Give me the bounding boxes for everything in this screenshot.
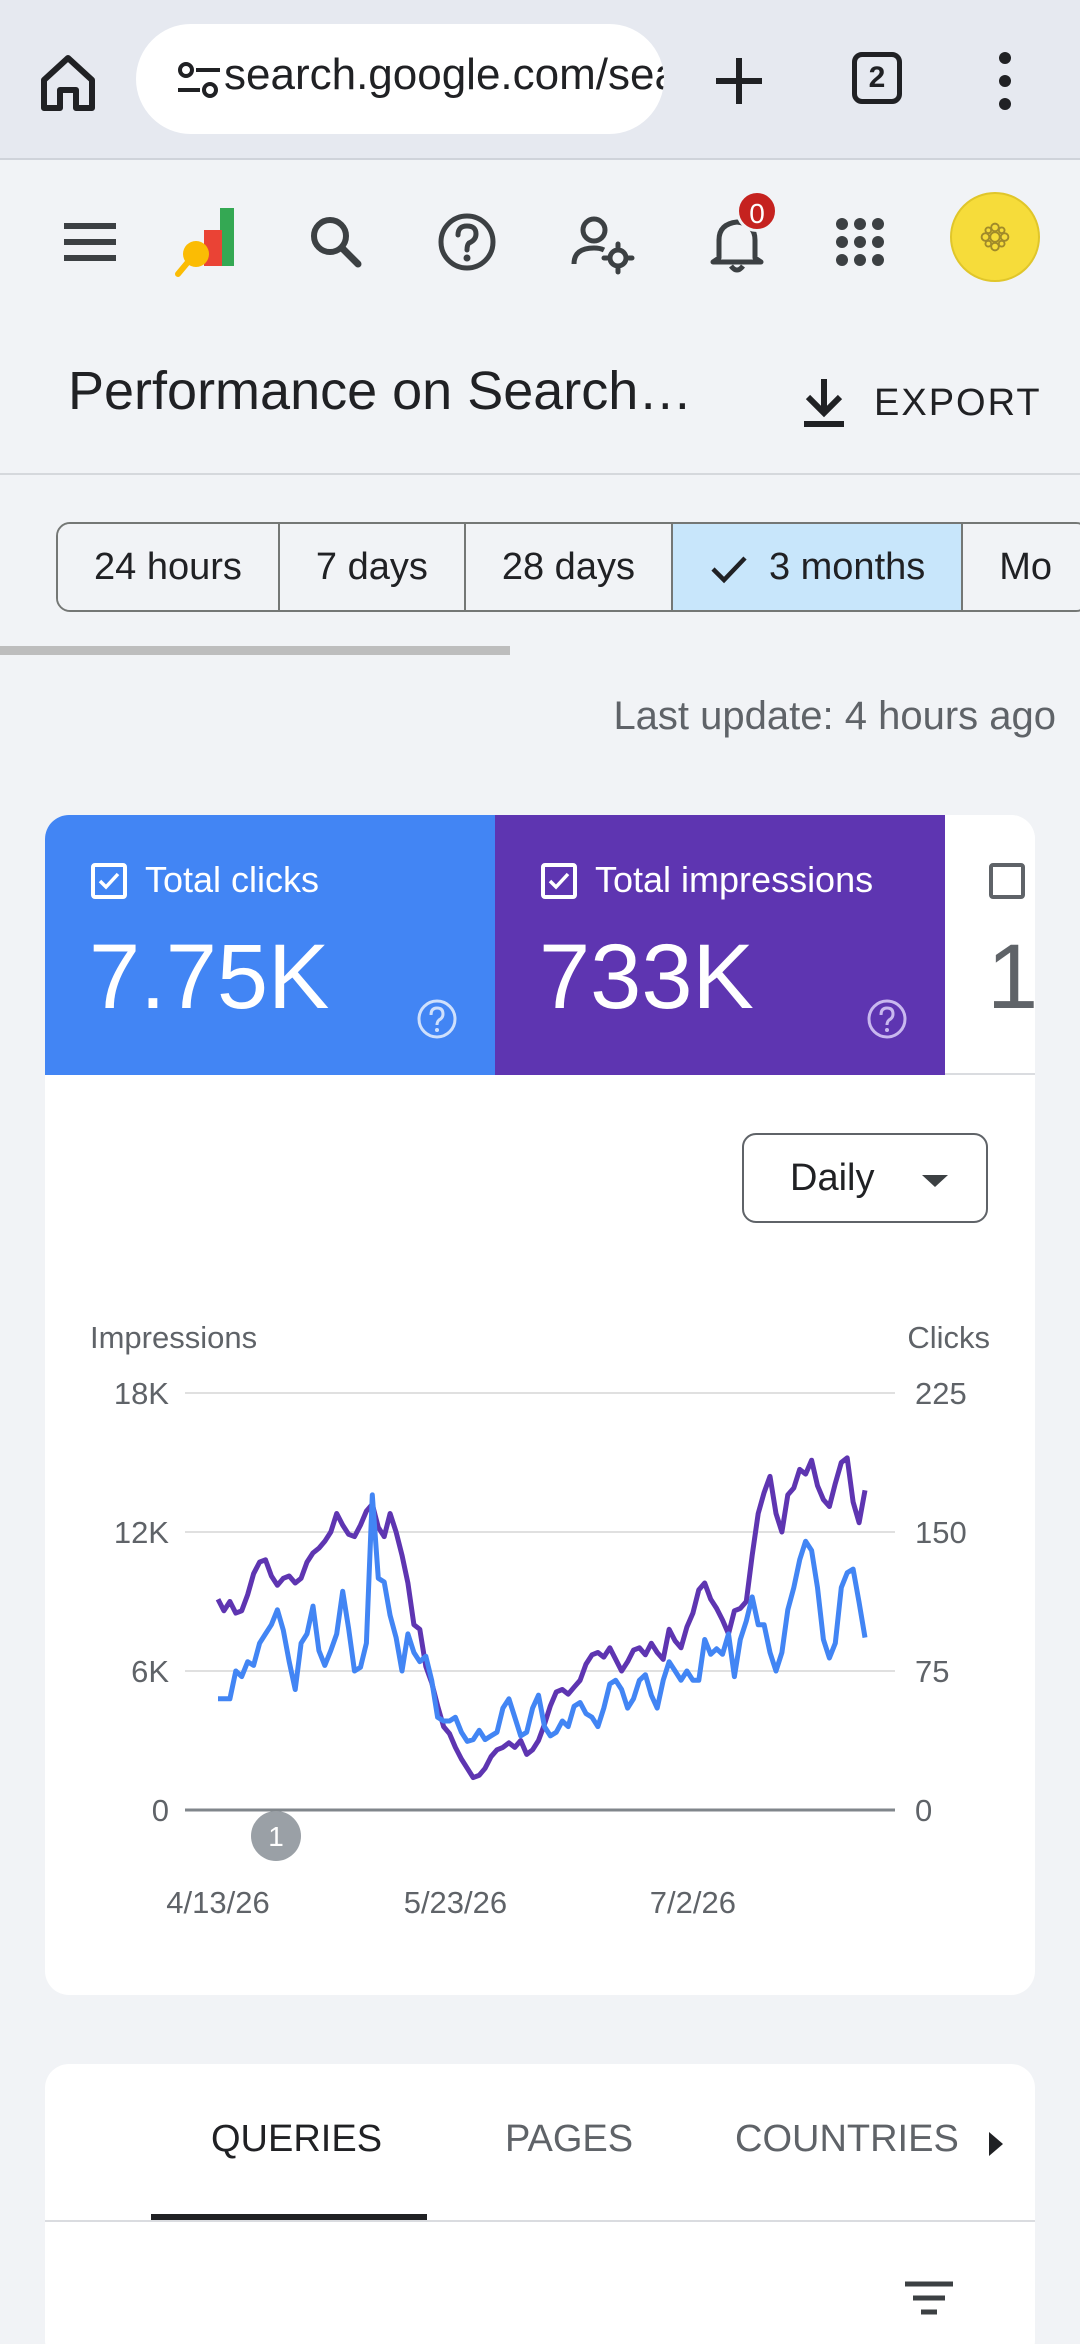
right-axis-label: Clicks <box>907 1320 990 1355</box>
range-chip-28-days[interactable]: 28 days <box>465 524 673 610</box>
date-range-chips: 24 hours 7 days 28 days 3 months Mo <box>56 522 1080 612</box>
dropdown-arrow-icon <box>922 1175 948 1187</box>
title-row: Performance on Search… EXPORT <box>0 330 1080 475</box>
address-bar[interactable]: search.google.com/search-console <box>136 24 664 134</box>
range-chip-3-months[interactable]: 3 months <box>672 524 964 610</box>
left-tick-label: 6K <box>131 1654 169 1689</box>
granularity-dropdown[interactable]: Daily <box>742 1133 988 1223</box>
more-vert-icon[interactable] <box>990 46 1020 116</box>
active-tab-indicator <box>151 2214 427 2220</box>
menu-icon[interactable] <box>54 206 126 278</box>
x-tick-label: 7/2/26 <box>650 1885 736 1920</box>
checkbox-check-icon <box>548 872 570 890</box>
annotation-marker-label: 1 <box>268 1821 284 1852</box>
left-axis-label: Impressions <box>90 1320 257 1355</box>
right-tick-label: 75 <box>915 1654 949 1689</box>
metric-value: 1 <box>987 926 1035 1028</box>
last-update-text: Last update: 4 hours ago <box>613 694 1056 738</box>
left-tick-label: 18K <box>114 1376 169 1411</box>
metric-value: 733K <box>539 926 754 1028</box>
metric-value: 7.75K <box>89 926 330 1028</box>
help-icon[interactable] <box>431 206 503 278</box>
series-line-impressions[interactable] <box>215 1455 868 1781</box>
chips-scroll-indicator <box>0 646 510 655</box>
notification-count-badge: 0 <box>736 190 778 232</box>
url-text: search.google.com/search-console <box>224 50 664 99</box>
x-tick-label: 5/23/26 <box>404 1885 507 1920</box>
table-tabs-card: QUERIES PAGES COUNTRIES <box>45 2064 1035 2344</box>
range-chip-7-days[interactable]: 7 days <box>279 524 466 610</box>
check-icon <box>711 556 747 584</box>
range-chip-24-hours[interactable]: 24 hours <box>58 524 280 610</box>
left-tick-label: 0 <box>152 1793 169 1828</box>
tabs-divider <box>45 2220 1035 2222</box>
metric-average-ctr[interactable]: 1 <box>945 815 1035 1075</box>
export-button[interactable]: EXPORT <box>800 368 1042 438</box>
metric-total-clicks[interactable]: Total clicks 7.75K <box>45 815 495 1075</box>
performance-chart-card: Total clicks 7.75K Total impressions 733… <box>45 815 1035 1995</box>
manage-users-icon[interactable] <box>566 206 638 278</box>
help-icon[interactable] <box>865 997 909 1041</box>
metric-label: Total clicks <box>145 859 320 900</box>
search-console-logo <box>175 208 234 277</box>
site-settings-icon[interactable] <box>176 60 222 100</box>
right-tick-label: 150 <box>915 1515 967 1550</box>
browser-toolbar: search.google.com/search-console 2 <box>0 0 1080 160</box>
checkbox-check-icon <box>98 872 120 890</box>
new-tab-icon[interactable] <box>704 42 774 118</box>
impressions-checkbox[interactable] <box>541 863 577 899</box>
annotation-marker[interactable]: 1 <box>251 1811 301 1861</box>
export-label: EXPORT <box>874 381 1042 424</box>
series-line-clicks[interactable] <box>218 1492 868 1744</box>
avatar-flower-icon <box>980 222 1010 252</box>
tab-queries[interactable]: QUERIES <box>211 2118 383 2160</box>
granularity-value: Daily <box>790 1157 875 1199</box>
metric-total-impressions[interactable]: Total impressions 733K <box>495 815 945 1075</box>
tab-countries[interactable]: COUNTRIES <box>735 2118 959 2160</box>
clicks-checkbox[interactable] <box>91 863 127 899</box>
app-header <box>0 162 1080 314</box>
tab-pages[interactable]: PAGES <box>505 2118 634 2160</box>
apps-grid-icon[interactable] <box>824 206 896 278</box>
home-icon[interactable] <box>36 50 100 114</box>
right-tick-label: 225 <box>915 1376 967 1411</box>
performance-line-chart[interactable]: Impressions Clicks 0 0 6K 75 12K 150 18K 225 4/… <box>45 1285 1035 1965</box>
page-title: Performance on Search… <box>68 361 693 421</box>
search-icon[interactable] <box>300 206 372 278</box>
account-avatar[interactable] <box>950 192 1040 282</box>
range-chip-more[interactable]: Mo <box>963 524 1080 610</box>
download-icon <box>804 379 844 427</box>
help-icon[interactable] <box>415 997 459 1041</box>
annotation-marker-circle <box>251 1811 301 1861</box>
metric-label: Total impressions <box>595 859 874 900</box>
tabs-scroll-right-icon[interactable] <box>985 2130 1007 2158</box>
ctr-checkbox[interactable] <box>989 863 1025 899</box>
right-tick-label: 0 <box>915 1793 932 1828</box>
x-tick-label: 4/13/26 <box>166 1885 269 1920</box>
tab-switcher-button[interactable]: 2 <box>852 52 902 104</box>
filter-icon[interactable] <box>903 2278 955 2318</box>
left-tick-label: 12K <box>114 1515 169 1550</box>
